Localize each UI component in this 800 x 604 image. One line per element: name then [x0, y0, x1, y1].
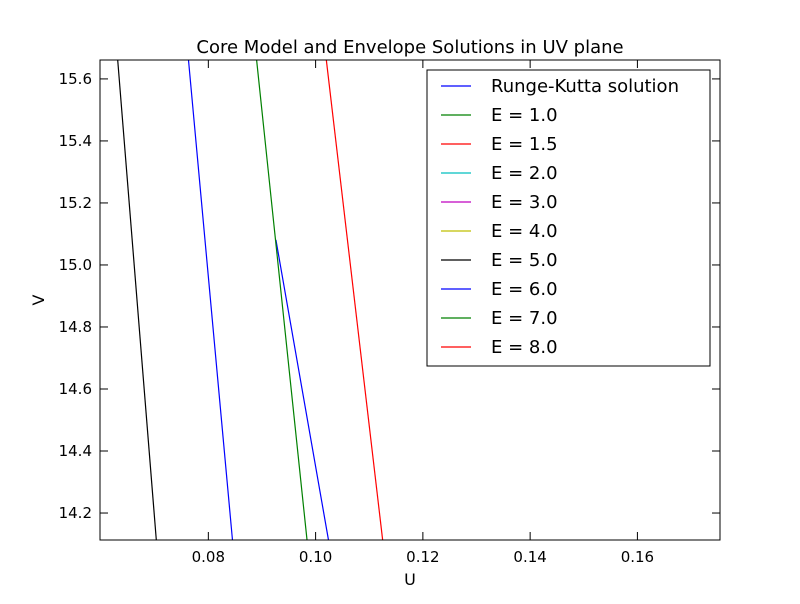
legend-box: [426, 69, 711, 367]
x-tick-label: 0.14: [513, 548, 546, 566]
legend-label-4: E = 3.0: [491, 192, 558, 213]
x-tick-label: 0.08: [192, 548, 225, 566]
legend-label-3: E = 2.0: [491, 163, 558, 184]
series-line-1: [256, 59, 308, 541]
x-axis-ticks: 0.08 0.10 0.12 0.14 0.16: [192, 60, 654, 566]
chart-title: Core Model and Envelope Solutions in UV …: [196, 37, 623, 58]
legend-label-2: E = 1.5: [491, 134, 558, 155]
series-line-7: [187, 59, 234, 541]
legend: Runge-Kutta solution E = 1.0 E = 1.5 E = 2.…: [426, 69, 711, 367]
series-line-0: [275, 239, 330, 541]
y-tick-label: 14.4: [59, 442, 92, 460]
legend-label-5: E = 4.0: [491, 221, 558, 242]
x-tick-label: 0.12: [406, 548, 439, 566]
series-line-6: [117, 59, 157, 541]
y-tick-label: 15.2: [59, 194, 92, 212]
legend-label-0: Runge-Kutta solution: [491, 76, 679, 97]
y-tick-label: 15.6: [59, 70, 92, 88]
plot-frame: [99, 59, 721, 541]
y-tick-label: 15.4: [59, 132, 92, 150]
legend-label-9: E = 8.0: [491, 337, 558, 358]
series-line-2: [325, 59, 384, 541]
x-axis-label: U: [404, 570, 416, 589]
y-tick-label: 14.6: [59, 380, 92, 398]
y-axis-label: V: [29, 294, 48, 305]
legend-label-8: E = 7.0: [491, 308, 558, 329]
y-axis-ticks: 14.2 14.4 14.6 14.8 15.0 15.2 15.4 15.6: [59, 70, 720, 522]
plot-lines: [117, 59, 384, 541]
legend-label-6: E = 5.0: [491, 250, 558, 271]
legend-label-1: E = 1.0: [491, 105, 558, 126]
x-tick-label: 0.10: [299, 548, 332, 566]
y-tick-label: 14.2: [59, 504, 92, 522]
x-tick-label: 0.16: [621, 548, 654, 566]
y-tick-label: 14.8: [59, 318, 92, 336]
legend-label-7: E = 6.0: [491, 279, 558, 300]
y-tick-label: 15.0: [59, 256, 92, 274]
